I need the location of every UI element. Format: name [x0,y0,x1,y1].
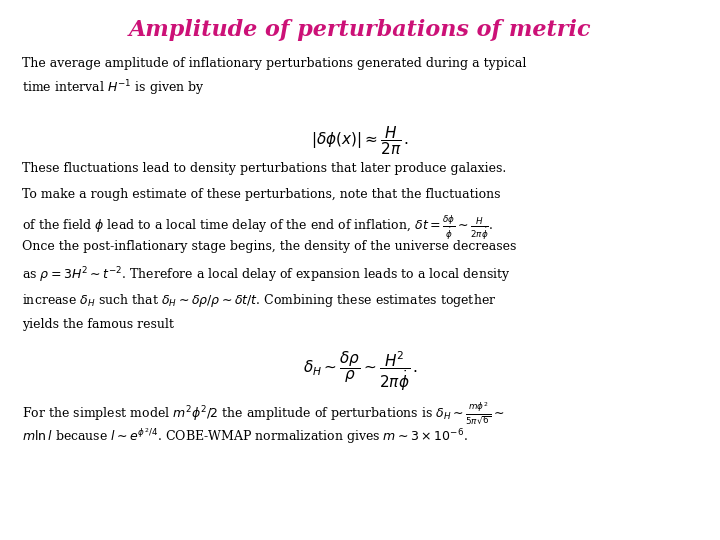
Text: $|\delta\phi(x)| \approx \dfrac{H}{2\pi}\,.$: $|\delta\phi(x)| \approx \dfrac{H}{2\pi}… [311,124,409,157]
Text: To make a rough estimate of these perturbations, note that the fluctuations: To make a rough estimate of these pertur… [22,188,500,201]
Text: $\delta_H \sim \dfrac{\delta\rho}{\rho} \sim \dfrac{H^2}{2\pi\dot{\phi}}\,.$: $\delta_H \sim \dfrac{\delta\rho}{\rho} … [302,349,418,393]
Text: yields the famous result: yields the famous result [22,318,174,330]
Text: The average amplitude of inflationary perturbations generated during a typical
t: The average amplitude of inflationary pe… [22,57,526,98]
Text: Once the post-inflationary stage begins, the density of the universe decreases: Once the post-inflationary stage begins,… [22,240,516,253]
Text: These fluctuations lead to density perturbations that later produce galaxies.: These fluctuations lead to density pertu… [22,162,506,175]
Text: For the simplest model $m^2\phi^2/2$ the amplitude of perturbations is $\delta_H: For the simplest model $m^2\phi^2/2$ the… [22,400,504,426]
Text: as $\rho = 3H^2 \sim t^{-2}$. Therefore a local delay of expansion leads to a lo: as $\rho = 3H^2 \sim t^{-2}$. Therefore … [22,266,510,285]
Text: Amplitude of perturbations of metric: Amplitude of perturbations of metric [129,19,591,41]
Text: of the field $\phi$ lead to a local time delay of the end of inflation, $\delta : of the field $\phi$ lead to a local time… [22,214,493,242]
Text: increase $\delta_H$ such that $\delta_H \sim \delta\rho/\rho \sim \delta t/t$. C: increase $\delta_H$ such that $\delta_H … [22,292,496,308]
Text: $m\ln l$ because $l \sim e^{\phi^2/4}$. COBE-WMAP normalization gives $m \sim 3 : $m\ln l$ because $l \sim e^{\phi^2/4}$. … [22,426,467,446]
